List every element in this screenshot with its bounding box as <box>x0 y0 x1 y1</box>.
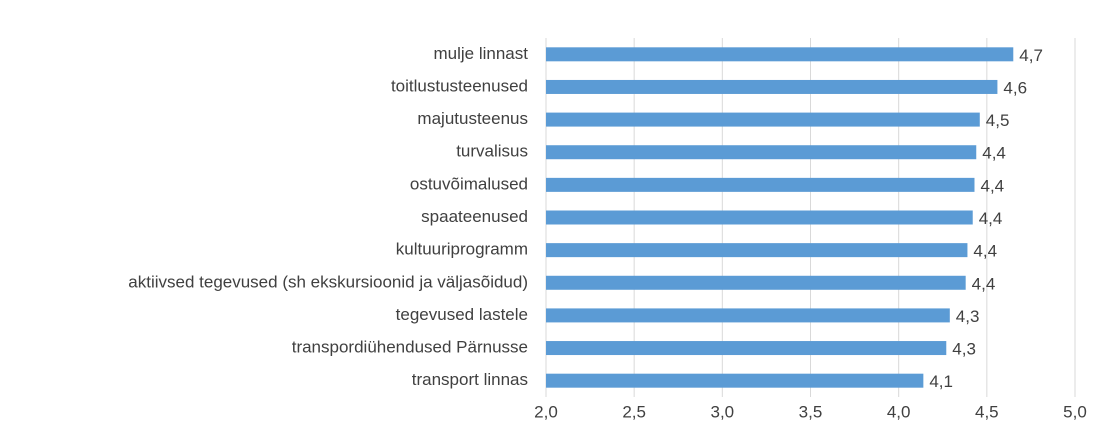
y-tick-label: aktiivsed tegevused (sh ekskursioonid ja… <box>128 272 528 291</box>
value-label: 4,1 <box>929 372 953 391</box>
bar <box>546 47 1014 62</box>
value-label: 4,3 <box>952 340 976 359</box>
y-tick-label: majutusteenus <box>417 109 528 128</box>
bar <box>546 177 975 192</box>
y-tick-label: transport linnas <box>412 370 528 389</box>
value-label: 4,7 <box>1019 46 1043 65</box>
x-tick-label: 3,0 <box>711 402 735 421</box>
bar <box>546 243 968 258</box>
y-tick-label: turvalisus <box>456 142 528 161</box>
x-tick-label: 4,0 <box>887 402 911 421</box>
bar <box>546 112 980 127</box>
x-tick-label: 2,5 <box>622 402 646 421</box>
value-label: 4,6 <box>1003 78 1027 97</box>
y-tick-label: ostuvõimalused <box>410 174 528 193</box>
value-label: 4,4 <box>982 144 1006 163</box>
y-tick-label: tegevused lastele <box>396 305 528 324</box>
value-label: 4,5 <box>986 111 1010 130</box>
value-label: 4,3 <box>956 307 980 326</box>
x-tick-label: 2,0 <box>534 402 558 421</box>
y-tick-label: toitlustusteenused <box>391 76 528 95</box>
value-label: 4,4 <box>973 242 997 261</box>
y-tick-label: kultuuriprogramm <box>396 240 528 259</box>
x-tick-label: 4,5 <box>975 402 999 421</box>
x-tick-label: 3,5 <box>799 402 823 421</box>
bar <box>546 341 947 356</box>
bar <box>546 79 998 94</box>
y-tick-label: mulje linnast <box>434 44 529 63</box>
bar <box>546 145 977 160</box>
y-tick-label: spaateenused <box>421 207 528 226</box>
bar <box>546 373 924 388</box>
bar <box>546 210 973 225</box>
value-label: 4,4 <box>980 176 1004 195</box>
value-label: 4,4 <box>972 274 996 293</box>
x-tick-label: 5,0 <box>1063 402 1087 421</box>
bar <box>546 275 966 290</box>
value-label: 4,4 <box>979 209 1003 228</box>
y-tick-label: transpordiühendused Pärnusse <box>292 338 528 357</box>
bar <box>546 308 950 323</box>
